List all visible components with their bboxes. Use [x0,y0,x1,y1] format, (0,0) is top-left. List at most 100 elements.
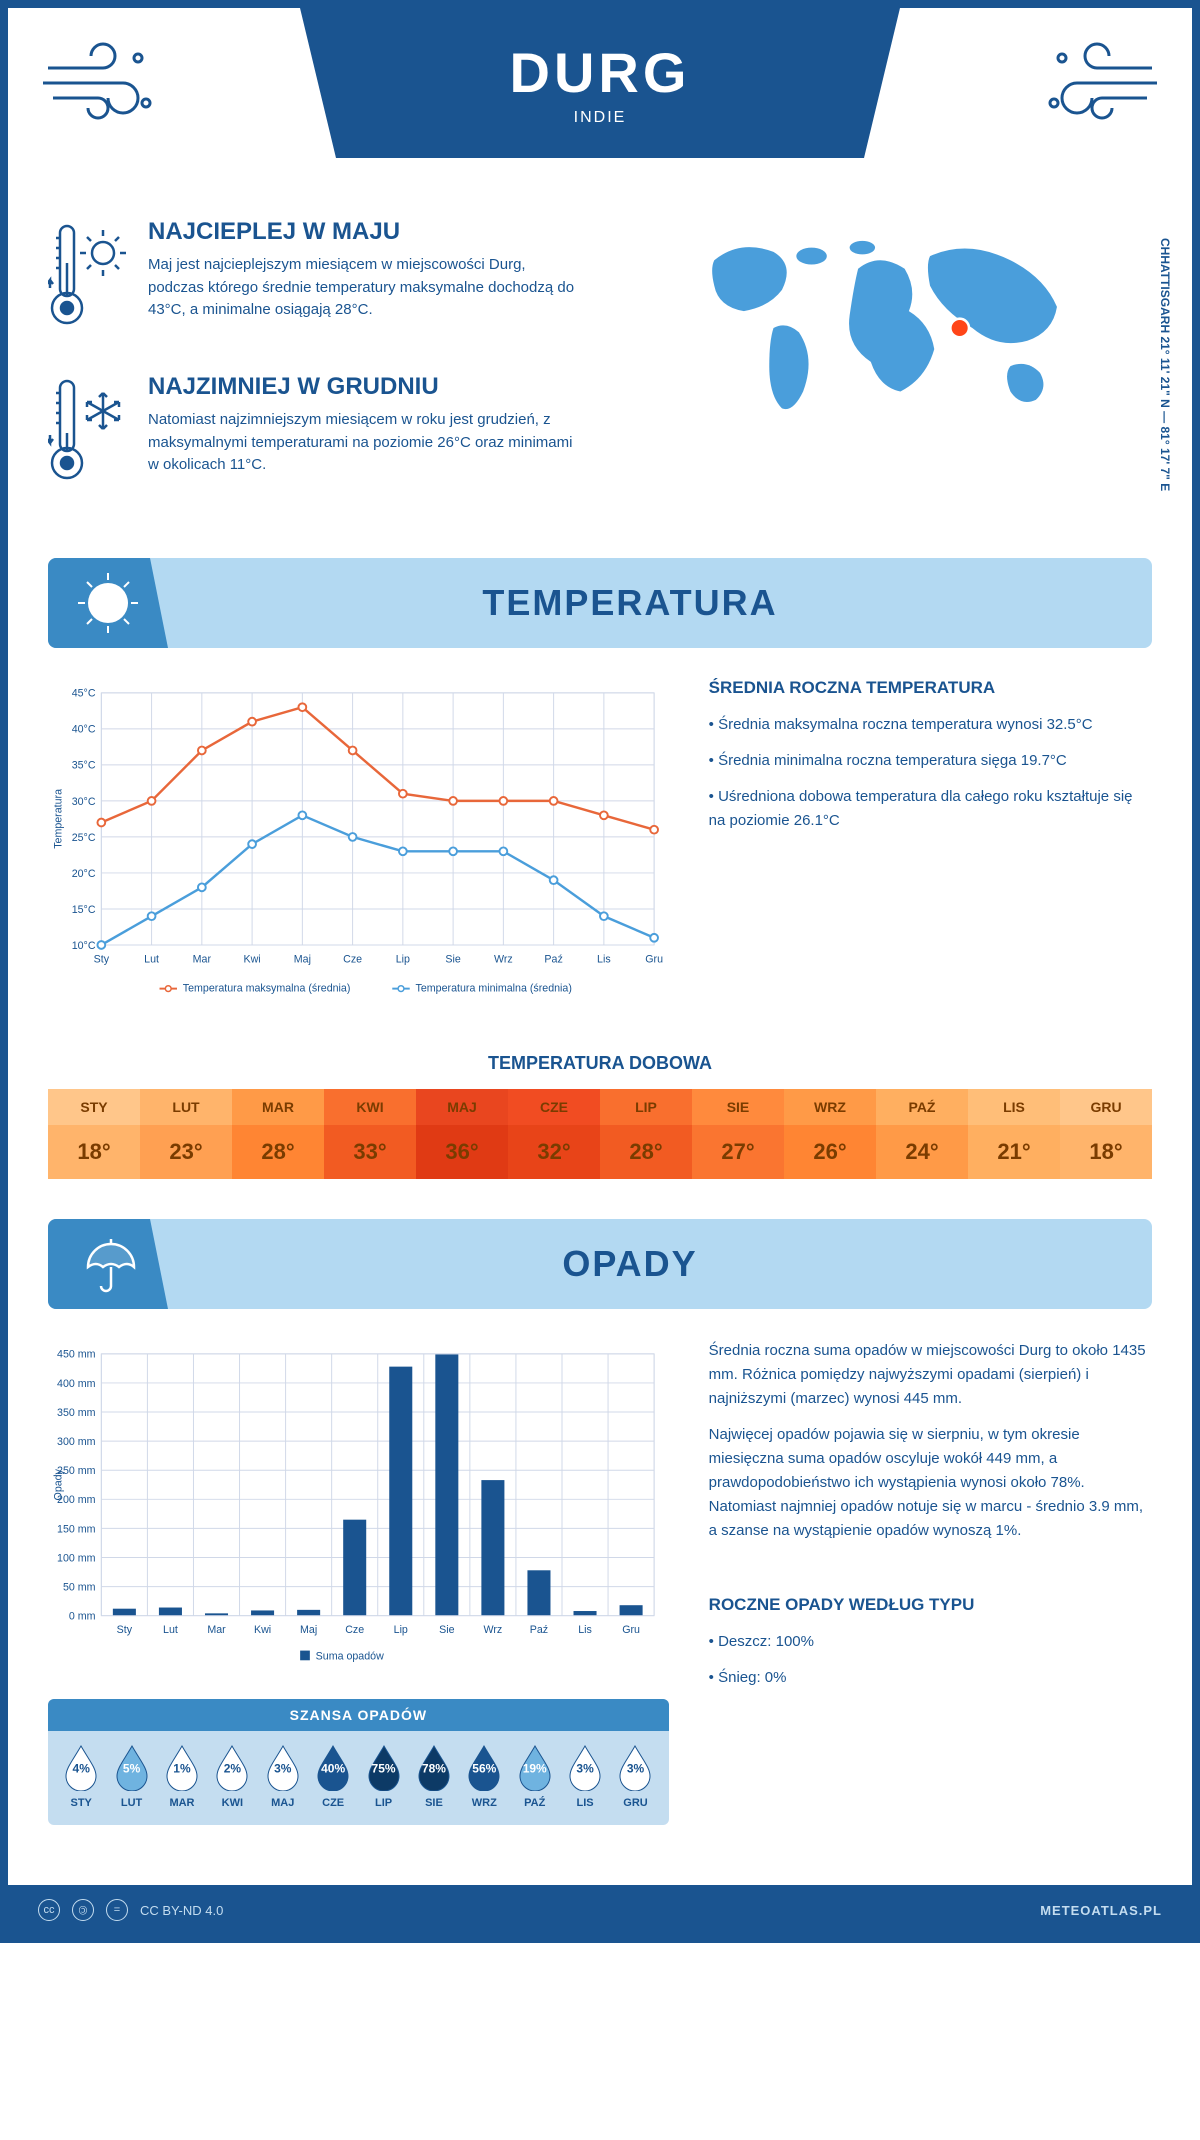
drop-icon: 40% [314,1743,352,1791]
daily-temp-cell: KWI33° [324,1089,416,1179]
daily-temp-value: 18° [48,1125,140,1179]
svg-text:50 mm: 50 mm [63,1581,96,1593]
svg-text:Temperatura maksymalna (średni: Temperatura maksymalna (średnia) [183,983,351,995]
intro-row: NAJCIEPLEJ W MAJU Maj jest najcieplejszy… [48,218,1152,528]
by-type-title: ROCZNE OPADY WEDŁUG TYPU [709,1595,1152,1615]
chance-cell: 4%STY [56,1743,106,1809]
precip-text-2: Najwięcej opadów pojawia się w sierpniu,… [709,1423,1152,1543]
temp-info-title: ŚREDNIA ROCZNA TEMPERATURA [709,678,1152,698]
svg-text:Sty: Sty [117,1624,133,1636]
daily-temp-cell: LIS21° [968,1089,1060,1179]
cold-fact-title: NAJZIMNIEJ W GRUDNIU [148,373,585,401]
daily-temp-cell: LUT23° [140,1089,232,1179]
map-column: CHHATTISGARH 21° 11' 21" N — 81° 17' 7" … [615,218,1152,528]
drop-icon: 3% [264,1743,302,1791]
temp-info-list: • Średnia maksymalna roczna temperatura … [709,713,1152,833]
chance-cell: 3%LIS [560,1743,610,1809]
daily-temp-cell: STY18° [48,1089,140,1179]
chance-month: WRZ [459,1797,509,1809]
svg-text:30°C: 30°C [72,796,96,808]
daily-temp-cell: PAŹ24° [876,1089,968,1179]
chance-month: PAŹ [510,1797,560,1809]
daily-temp-value: 36° [416,1125,508,1179]
cold-fact: NAJZIMNIEJ W GRUDNIU Natomiast najzimnie… [48,373,585,498]
svg-text:Cze: Cze [343,953,362,965]
svg-text:10°C: 10°C [72,940,96,952]
temp-info-line: • Średnia maksymalna roczna temperatura … [709,713,1152,737]
chance-month: MAR [157,1797,207,1809]
daily-temp-month: KWI [324,1089,416,1125]
chance-month: CZE [308,1797,358,1809]
umbrella-icon [48,1219,168,1309]
daily-temp-heading: TEMPERATURA DOBOWA [48,1053,1152,1074]
svg-text:0 mm: 0 mm [69,1611,96,1623]
svg-text:Wrz: Wrz [484,1624,503,1636]
daily-temp-month: GRU [1060,1089,1152,1125]
svg-text:Maj: Maj [294,953,311,965]
daily-temp-value: 28° [600,1125,692,1179]
svg-text:150 mm: 150 mm [57,1523,96,1535]
daily-temp-month: LIS [968,1089,1060,1125]
drop-icon: 1% [163,1743,201,1791]
hot-fact-title: NAJCIEPLEJ W MAJU [148,218,585,246]
hot-fact-text: Maj jest najcieplejszym miesiącem w miej… [148,254,585,322]
drop-icon: 5% [113,1743,151,1791]
chance-title: SZANSA OPADÓW [48,1699,669,1731]
temperature-chart-row: 10°C15°C20°C25°C30°C35°C40°C45°CStyLutMa… [48,678,1152,1023]
svg-text:Lis: Lis [597,953,611,965]
daily-temp-month: MAJ [416,1089,508,1125]
chance-cell: 3% GRU [610,1743,660,1809]
chance-row: 4%STY5%LUT1%MAR2%KWI3%MAJ40%CZE75%LIP78%… [48,1731,669,1813]
wind-icon [1032,33,1162,138]
daily-temp-value: 28° [232,1125,324,1179]
chance-cell: 56%WRZ [459,1743,509,1809]
svg-text:Suma opadów: Suma opadów [316,1650,384,1662]
svg-text:Gru: Gru [622,1624,640,1636]
daily-temp-value: 18° [1060,1125,1152,1179]
chance-month: LUT [106,1797,156,1809]
svg-text:Temperatura minimalna (średnia: Temperatura minimalna (średnia) [416,983,572,995]
page: DURG INDIE NAJCIEPLEJ W MAJU Maj jest na… [0,0,1200,1943]
cold-fact-text: Natomiast najzimniejszym miesiącem w rok… [148,409,585,477]
svg-text:25°C: 25°C [72,832,96,844]
precipitation-title: OPADY [108,1243,1152,1285]
temperature-linechart: 10°C15°C20°C25°C30°C35°C40°C45°CStyLutMa… [48,678,669,1018]
daily-temp-value: 27° [692,1125,784,1179]
temperature-section-header: TEMPERATURA [48,558,1152,648]
drop-icon: 4% [62,1743,100,1791]
drop-icon: 78% [415,1743,453,1791]
svg-text:Kwi: Kwi [254,1624,271,1636]
drop-icon: 3% [616,1743,654,1791]
daily-temp-value: 21° [968,1125,1060,1179]
daily-temp-month: PAŹ [876,1089,968,1125]
chance-month: LIP [358,1797,408,1809]
svg-text:400 mm: 400 mm [57,1378,96,1390]
daily-temp-value: 33° [324,1125,416,1179]
facts-column: NAJCIEPLEJ W MAJU Maj jest najcieplejszy… [48,218,585,528]
chance-month: LIS [560,1797,610,1809]
chance-month: GRU [610,1797,660,1809]
cold-fact-body: NAJZIMNIEJ W GRUDNIU Natomiast najzimnie… [148,373,585,498]
precipitation-barchart: 0 mm50 mm100 mm150 mm200 mm250 mm300 mm3… [48,1339,669,1679]
content: NAJCIEPLEJ W MAJU Maj jest najcieplejszy… [8,188,1192,1885]
daily-temp-month: LIP [600,1089,692,1125]
daily-temp-month: STY [48,1089,140,1125]
svg-text:350 mm: 350 mm [57,1407,96,1419]
daily-temp-month: MAR [232,1089,324,1125]
footer: cc 🄯 = CC BY-ND 4.0 METEOATLAS.PL [8,1885,1192,1935]
svg-text:Lut: Lut [144,953,159,965]
wind-icon [38,33,168,138]
svg-text:Sie: Sie [445,953,460,965]
svg-text:Maj: Maj [300,1624,317,1636]
world-map [615,218,1152,438]
svg-text:Lip: Lip [396,953,410,965]
daily-temp-cell: GRU18° [1060,1089,1152,1179]
svg-text:20°C: 20°C [72,868,96,880]
site-label: METEOATLAS.PL [1040,1903,1162,1918]
temperature-info: ŚREDNIA ROCZNA TEMPERATURA • Średnia mak… [709,678,1152,1023]
thermometer-sun-icon [48,218,128,343]
country-subtitle: INDIE [574,109,627,127]
thermometer-snow-icon [48,373,128,498]
precipitation-left: 0 mm50 mm100 mm150 mm200 mm250 mm300 mm3… [48,1339,669,1825]
daily-temp-month: SIE [692,1089,784,1125]
